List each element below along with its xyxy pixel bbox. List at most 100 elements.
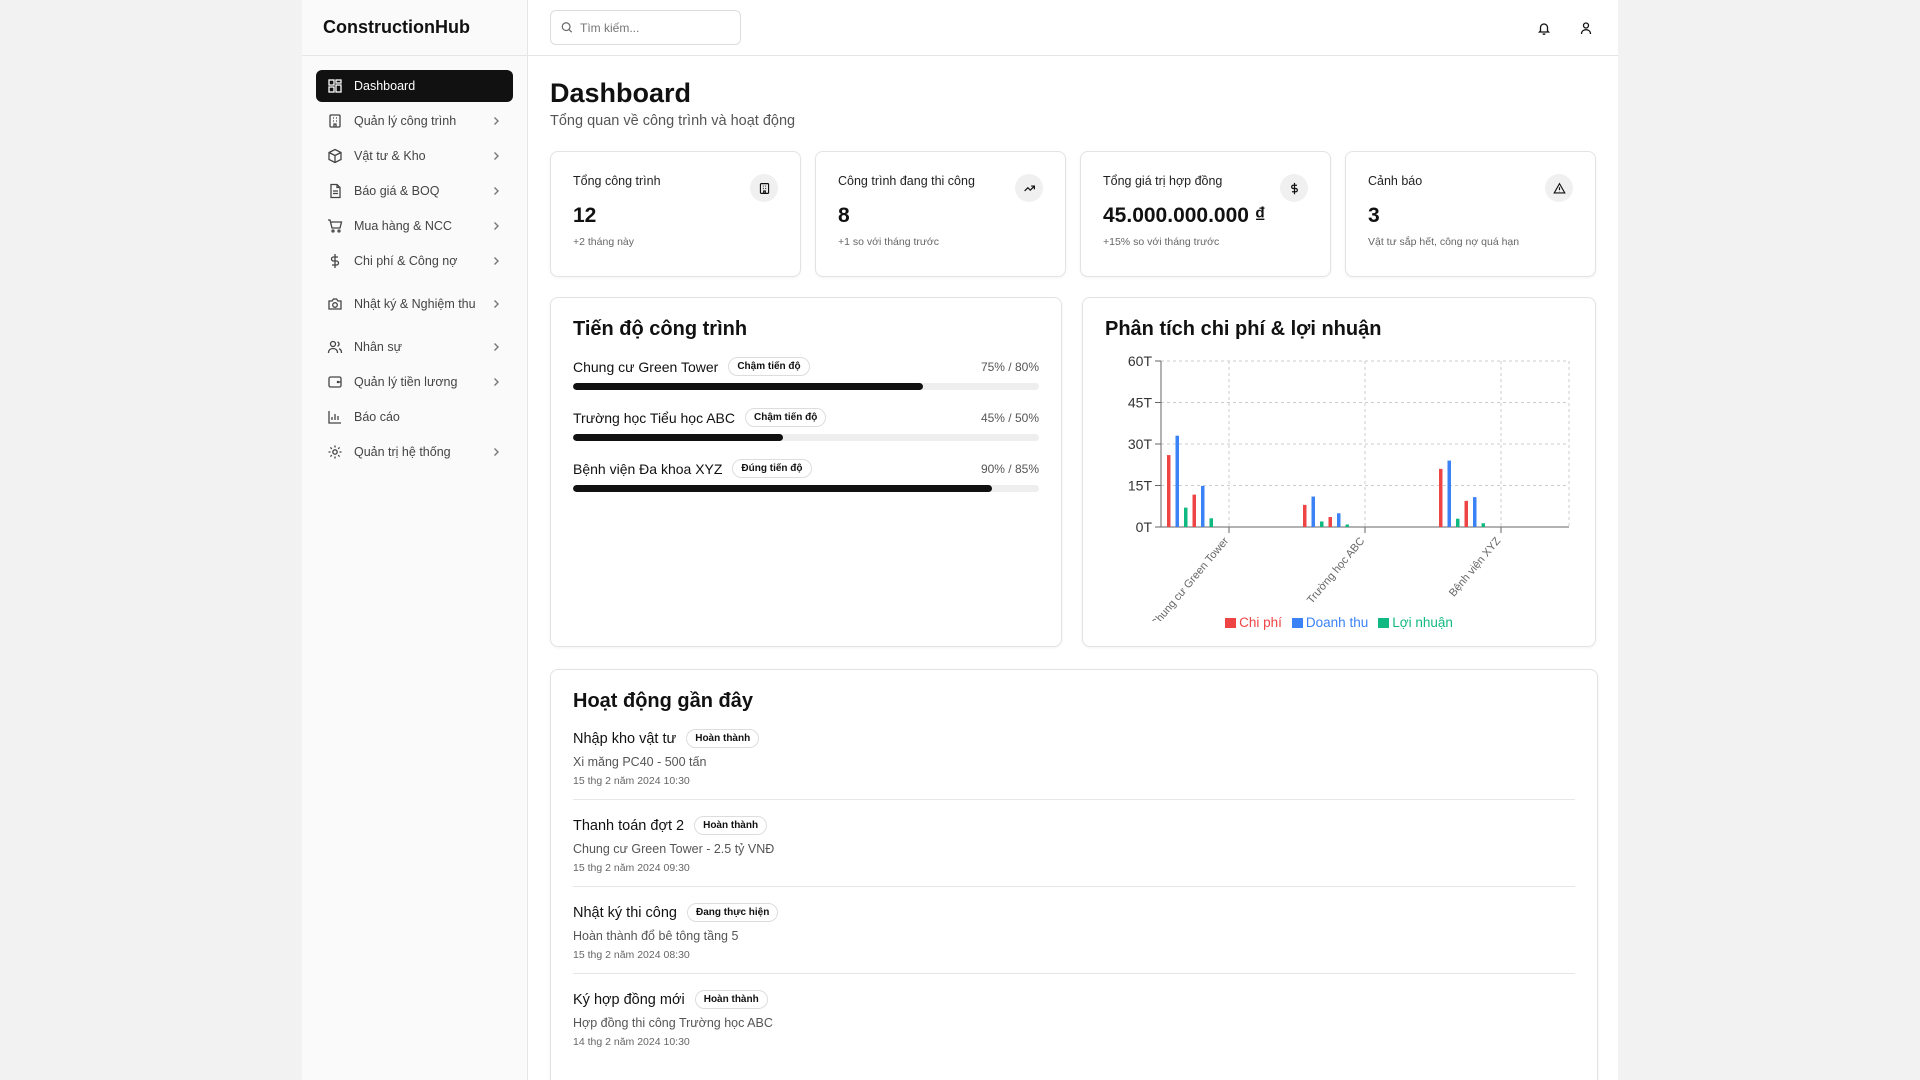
legend-item[interactable]: Doanh thu <box>1291 615 1368 630</box>
activity-timestamp: 15 thg 2 năm 2024 09:30 <box>573 862 690 874</box>
activity-item[interactable]: Ký hợp đồng mới Hoàn thành Hợp đồng thi cô… <box>573 974 1575 1060</box>
bar-Chi phí <box>1439 468 1443 527</box>
project-percent: 75% / 80% <box>980 359 1039 374</box>
gear-icon <box>326 443 344 461</box>
bell-icon[interactable] <box>1534 18 1554 38</box>
activity-item[interactable]: Nhật ký thi công Đang thực hiện Hoàn thành… <box>573 887 1575 974</box>
legend-swatch <box>1225 617 1237 628</box>
progress-bar-fill <box>573 485 993 492</box>
chevron-right-icon <box>491 150 503 162</box>
page-title: Dashboard <box>550 78 692 108</box>
bar-Chi phí <box>1464 500 1468 527</box>
project-progress-item: Chung cư Green Tower Chậm tiến độ 75% / 80… <box>573 357 1039 390</box>
users-icon <box>326 338 344 356</box>
sidebar-item-reports[interactable]: Báo cáo <box>316 401 513 433</box>
app-window: ConstructionHub Dashboard Quản lý công t… <box>302 0 1618 1080</box>
sidebar-nav: Dashboard Quản lý công trình Vật tư & Kh… <box>302 56 527 468</box>
chart-title: Phân tích chi phí & lợi nhuận <box>1105 318 1382 340</box>
bar-Doanh thu <box>1201 485 1205 527</box>
progress-card: Tiến độ công trình Chung cư Green Tower C… <box>550 297 1062 647</box>
chevron-right-icon <box>491 341 503 353</box>
project-progress-list: Chung cư Green Tower Chậm tiến độ 75% / 80… <box>573 357 1039 492</box>
status-badge: Hoàn thành <box>694 990 768 1009</box>
progress-title: Tiến độ công trình <box>573 318 748 340</box>
sidebar-item-projects[interactable]: Quản lý công trình <box>316 105 513 137</box>
bar-Lợi nhuận <box>1184 507 1188 527</box>
stat-title: Công trình đang thi công <box>838 174 975 188</box>
legend-label: Lợi nhuận <box>1392 615 1453 630</box>
status-badge: Hoàn thành <box>694 816 768 835</box>
search-box[interactable] <box>550 10 741 45</box>
bar-Chi phí <box>1192 494 1196 527</box>
activity-description: Xi măng PC40 - 500 tấn <box>573 755 707 769</box>
sidebar-item-payroll[interactable]: Quản lý tiền lương <box>316 366 513 398</box>
sidebar-item-hr[interactable]: Nhân sự <box>316 331 513 363</box>
sidebar-item-admin[interactable]: Quản trị hệ thống <box>316 436 513 468</box>
bar-Chi phí <box>1328 517 1332 527</box>
stat-note: Vật tư sắp hết, công nợ quá hạn <box>1368 236 1520 248</box>
stat-value: 3 <box>1368 204 1380 227</box>
page-subtitle: Tổng quan về công trình và hoạt động <box>550 113 796 129</box>
x-tick-label: Chung cư Green Tower <box>1149 535 1232 621</box>
y-tick-label: 45T <box>1128 395 1153 411</box>
dollar-icon <box>326 252 344 270</box>
chevron-right-icon <box>491 115 503 127</box>
dollar-icon <box>1280 174 1308 202</box>
y-tick-label: 15T <box>1128 478 1153 494</box>
status-badge: Đang thực hiện <box>686 903 779 922</box>
stat-value: 8 <box>838 204 850 227</box>
chevron-right-icon <box>491 376 503 388</box>
sidebar-item-quotes[interactable]: Báo giá & BOQ <box>316 175 513 207</box>
sidebar-item-label: Nhật ký & Nghiệm thu <box>354 296 476 311</box>
project-progress-header: Trường học Tiểu học ABC Chậm tiến độ 45% /… <box>573 408 1039 427</box>
sidebar-item-label: Mua hàng & NCC <box>354 218 452 233</box>
topbar <box>528 0 1618 56</box>
project-percent: 90% / 85% <box>980 461 1039 476</box>
progress-bar-fill <box>573 383 923 390</box>
chevron-right-icon <box>491 185 503 197</box>
bar-Lợi nhuận <box>1209 518 1213 527</box>
x-tick-label: Bệnh viện XYZ <box>1447 535 1504 599</box>
dashboard-content: Dashboard Tổng quan về công trình và hoạ… <box>528 56 1618 1080</box>
legend-swatch <box>1378 617 1390 628</box>
progress-bar <box>573 434 1039 441</box>
activity-title-text: Nhập kho vật tư <box>573 730 677 747</box>
sidebar-item-materials[interactable]: Vật tư & Kho <box>316 140 513 172</box>
sidebar-item-costs[interactable]: Chi phí & Công nợ <box>316 245 513 277</box>
bar-Lợi nhuận <box>1345 524 1349 527</box>
legend-item[interactable]: Chi phí <box>1225 615 1282 630</box>
activity-header: Ký hợp đồng mới Hoàn thành <box>573 990 1575 1009</box>
chevron-right-icon <box>491 255 503 267</box>
activity-timestamp: 15 thg 2 năm 2024 10:30 <box>573 775 690 787</box>
project-progress-header: Chung cư Green Tower Chậm tiến độ 75% / 80… <box>573 357 1039 376</box>
chevron-right-icon <box>491 220 503 232</box>
activity-title-text: Thanh toán đợt 2 <box>573 817 685 834</box>
activity-title-text: Ký hợp đồng mới <box>573 991 685 1008</box>
sidebar-item-label: Dashboard <box>354 78 416 93</box>
chart-legend: Chi phí Doanh thu Lợi nhuận <box>1105 615 1573 630</box>
project-name: Bệnh viện Đa khoa XYZ <box>573 460 723 477</box>
stat-value: 12 <box>573 204 597 227</box>
sidebar-item-label: Quản lý công trình <box>354 113 457 128</box>
stat-note: +15% so với tháng trước <box>1103 236 1220 248</box>
user-icon[interactable] <box>1576 18 1596 38</box>
progress-bar <box>573 485 1039 492</box>
bar-Chi phí <box>1303 504 1307 527</box>
sidebar: ConstructionHub Dashboard Quản lý công t… <box>302 0 528 1080</box>
topbar-actions <box>1534 18 1596 38</box>
sidebar-item-label: Quản lý tiền lương <box>354 374 458 389</box>
camera-icon <box>326 295 344 313</box>
stat-note: +2 tháng này <box>573 236 635 248</box>
sidebar-item-logs[interactable]: Nhật ký & Nghiệm thu <box>316 280 513 328</box>
search-input[interactable] <box>580 20 730 35</box>
sidebar-item-label: Báo cáo <box>354 409 400 424</box>
activity-item[interactable]: Nhập kho vật tư Hoàn thành Xi măng PC40 - … <box>573 713 1575 800</box>
bar-chart-icon <box>326 408 344 426</box>
sidebar-item-dashboard[interactable]: Dashboard <box>316 70 513 102</box>
cost-profit-chart: 0T 15T 30T 45T 60T Chung cư Green Tower Trường… <box>1128 353 1570 621</box>
building-icon <box>750 174 778 202</box>
sidebar-item-purchasing[interactable]: Mua hàng & NCC <box>316 210 513 242</box>
activity-header: Nhập kho vật tư Hoàn thành <box>573 729 1575 748</box>
activity-item[interactable]: Thanh toán đợt 2 Hoàn thành Chung cư Green… <box>573 800 1575 887</box>
legend-item[interactable]: Lợi nhuận <box>1378 615 1453 630</box>
